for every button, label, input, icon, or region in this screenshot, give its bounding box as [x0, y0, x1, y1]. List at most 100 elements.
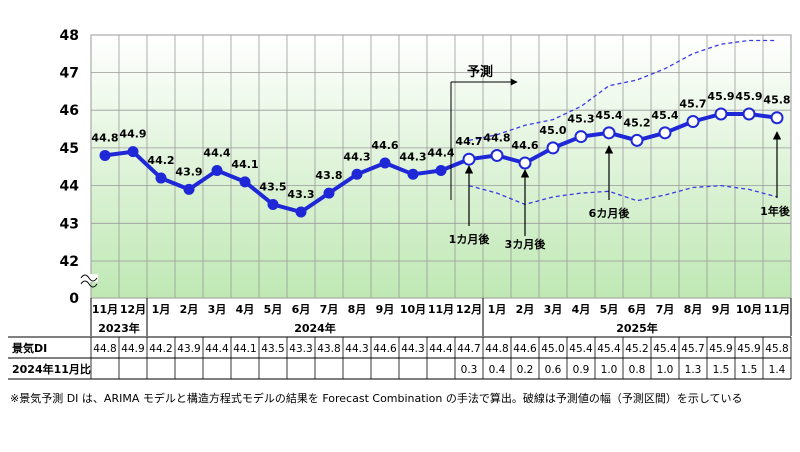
table-cell-diff: 0.4 — [489, 364, 506, 376]
data-label: 44.4 — [427, 147, 454, 160]
x-tick-label: 1月 — [152, 303, 171, 316]
table-cell-di: 45.7 — [681, 343, 704, 355]
data-label: 44.9 — [119, 128, 146, 141]
table-cell-diff: 0.6 — [545, 364, 562, 376]
x-tick-label: 2月 — [180, 303, 199, 316]
data-label: 44.8 — [483, 131, 510, 144]
table-cell-di: 45.2 — [625, 343, 648, 355]
axis-break-mark — [80, 280, 98, 288]
data-label: 44.6 — [511, 139, 538, 152]
table-cell-di: 43.3 — [289, 343, 312, 355]
forecast-point — [686, 115, 700, 129]
x-tick-label: 7月 — [656, 303, 675, 316]
forecast-point — [602, 126, 616, 140]
forecast-point — [630, 133, 644, 147]
data-label: 44.4 — [203, 147, 230, 160]
table-cell-di: 45.9 — [737, 343, 760, 355]
data-point — [323, 187, 335, 199]
data-label: 45.4 — [595, 109, 622, 122]
data-label: 45.8 — [763, 94, 790, 107]
data-label: 44.2 — [147, 154, 174, 167]
table-cell-di: 44.4 — [205, 343, 229, 355]
table-cell-diff: 0.9 — [573, 364, 590, 376]
table-cell-di: 44.3 — [345, 343, 368, 355]
forecast-point — [770, 111, 784, 125]
data-label: 45.0 — [539, 124, 566, 137]
table-cell-di: 44.2 — [149, 343, 172, 355]
table-cell-diff: 1.5 — [713, 364, 730, 376]
data-point — [99, 149, 111, 161]
x-tick-label: 5月 — [600, 303, 619, 316]
forecast-point — [714, 107, 728, 121]
y-tick-label: 45 — [60, 141, 79, 157]
forecast-point — [518, 156, 532, 170]
table-cell-di: 45.4 — [597, 343, 621, 355]
table-cell-di: 45.4 — [653, 343, 677, 355]
row-label-diff: 2024年11月比 — [12, 362, 91, 376]
y-tick-label: 42 — [60, 254, 79, 270]
x-tick-label: 10月 — [736, 303, 762, 316]
y-tick-label: 47 — [60, 66, 79, 82]
data-label: 45.2 — [623, 116, 650, 129]
x-tick-label: 11月 — [92, 303, 118, 316]
forecast-point — [574, 130, 588, 144]
y-tick-label: 48 — [60, 28, 79, 44]
table-cell-di: 44.6 — [513, 343, 537, 355]
table-cell-diff: 1.3 — [685, 364, 702, 376]
x-tick-label: 3月 — [544, 303, 563, 316]
table-cell-di: 44.1 — [233, 343, 256, 355]
data-label: 43.9 — [175, 165, 202, 178]
table-cell-diff: 1.4 — [769, 364, 786, 376]
label-1-year: 1年後 — [760, 204, 791, 218]
forecast-label: 予測 — [467, 64, 493, 80]
x-tick-label: 6月 — [628, 303, 647, 316]
x-tick-label: 4月 — [572, 303, 591, 316]
x-tick-label: 10月 — [400, 303, 426, 316]
forecast-point — [658, 126, 672, 140]
forecast-point — [462, 152, 476, 166]
x-tick-label: 9月 — [376, 303, 395, 316]
table-cell-di: 44.9 — [121, 343, 144, 355]
data-label: 44.3 — [399, 150, 426, 163]
forecast-point — [546, 141, 560, 155]
label-1-month: 1カ月後 — [449, 232, 491, 246]
row-label-di: 景気DI — [11, 341, 47, 355]
table-cell-diff: 1.0 — [657, 364, 674, 376]
data-label: 45.9 — [707, 90, 734, 103]
data-label: 44.6 — [371, 139, 398, 152]
x-tick-label: 6月 — [292, 303, 311, 316]
axis-break-mark — [80, 274, 98, 282]
year-label: 2023年 — [98, 321, 140, 335]
x-tick-label: 2月 — [516, 303, 535, 316]
table-cell-di: 44.4 — [429, 343, 453, 355]
data-point — [295, 206, 307, 218]
x-tick-label: 7月 — [320, 303, 339, 316]
y-tick-label: 0 — [69, 291, 79, 307]
data-label: 44.3 — [343, 150, 370, 163]
x-tick-label: 5月 — [264, 303, 283, 316]
y-tick-label: 44 — [60, 179, 80, 195]
table-cell-diff: 1.0 — [601, 364, 618, 376]
x-tick-label: 3月 — [208, 303, 227, 316]
y-tick-label: 43 — [60, 216, 79, 232]
data-label: 45.3 — [567, 113, 594, 126]
table-cell-di: 43.8 — [317, 343, 340, 355]
table-cell-di: 45.4 — [569, 343, 593, 355]
data-label: 43.8 — [315, 169, 342, 182]
x-tick-label: 11月 — [428, 303, 454, 316]
data-point — [267, 198, 279, 210]
data-point — [211, 165, 223, 177]
table-cell-di: 43.5 — [261, 343, 284, 355]
y-tick-label: 46 — [60, 103, 79, 119]
data-point — [127, 146, 139, 158]
data-label: 45.4 — [651, 109, 678, 122]
data-point — [155, 172, 167, 184]
table-cell-di: 44.7 — [457, 343, 480, 355]
table-cell-di: 43.9 — [177, 343, 200, 355]
data-point — [351, 168, 363, 180]
table-cell-di: 44.8 — [93, 343, 116, 355]
data-label: 45.9 — [735, 90, 762, 103]
data-point — [407, 168, 419, 180]
data-label: 44.7 — [455, 135, 482, 148]
